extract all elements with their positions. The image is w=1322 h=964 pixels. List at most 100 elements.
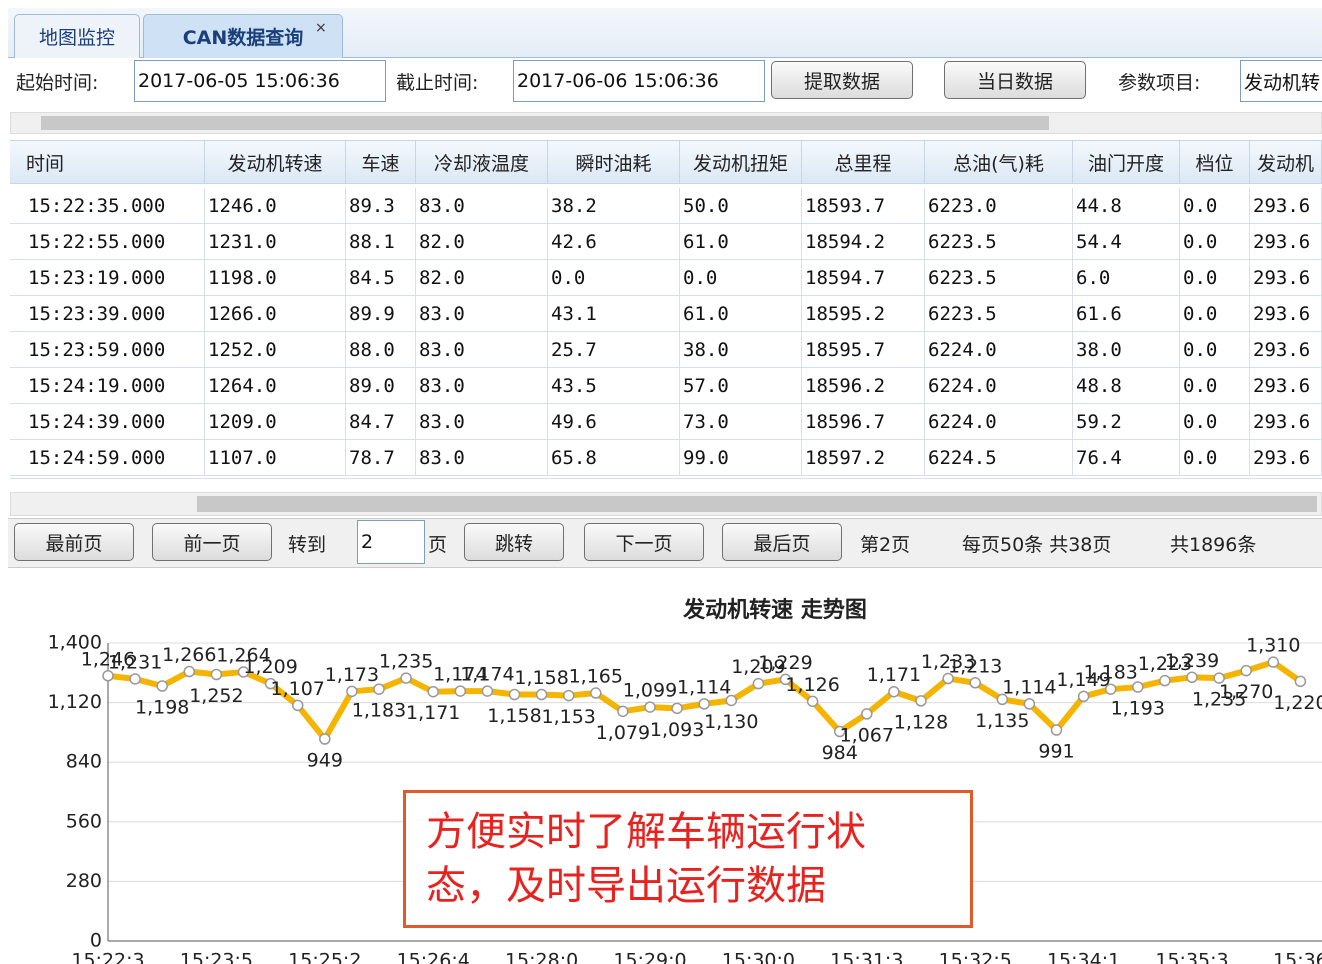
table-cell: 15:24:59.000 bbox=[10, 440, 205, 476]
button[interactable]: 当日数据 bbox=[944, 61, 1086, 99]
column-header: 总油(气)耗 bbox=[925, 141, 1073, 183]
point bbox=[1267, 656, 1280, 668]
tab-active[interactable]: CAN数据查询 bbox=[143, 14, 343, 58]
data-label: 1,209 bbox=[243, 656, 297, 678]
button[interactable]: 最前页 bbox=[14, 523, 134, 561]
point bbox=[698, 698, 710, 710]
table-cell: 65.8 bbox=[548, 440, 680, 476]
column-header: 油门开度 bbox=[1073, 141, 1180, 183]
data-label: 1,264 bbox=[216, 644, 270, 666]
data-label: 1,114 bbox=[677, 676, 731, 698]
table-cell: 1209.0 bbox=[205, 404, 346, 440]
label: 参数项目: bbox=[1118, 72, 1201, 94]
table-cell: 78.7 bbox=[346, 440, 416, 476]
table-cell: 38.2 bbox=[548, 188, 680, 224]
data-label: 991 bbox=[1038, 741, 1074, 763]
table-cell: 0.0 bbox=[1180, 332, 1250, 368]
button[interactable]: 提取数据 bbox=[771, 61, 913, 99]
table-cell: 0.0 bbox=[1180, 404, 1250, 440]
table-cell: 61.0 bbox=[680, 224, 802, 260]
point bbox=[454, 685, 467, 697]
point bbox=[535, 688, 548, 701]
point bbox=[969, 677, 981, 689]
table-cell: 83.0 bbox=[416, 296, 548, 332]
data-label: 1,270 bbox=[1219, 681, 1273, 703]
table-cell: 0.0 bbox=[1180, 296, 1250, 332]
x-tick-label: 15:26:4 bbox=[397, 950, 470, 964]
table-cell: 0.0 bbox=[1180, 260, 1250, 296]
data-label: 1,213 bbox=[948, 655, 1002, 677]
table-cell: 82.0 bbox=[416, 260, 548, 296]
column-header: 发动机转速 bbox=[205, 141, 346, 183]
param-select[interactable]: 发动机转 bbox=[1240, 60, 1322, 102]
data-label: 1,130 bbox=[704, 711, 758, 733]
table-cell: 18597.2 bbox=[802, 440, 925, 476]
point bbox=[319, 733, 331, 745]
data-label: 1,246 bbox=[81, 648, 135, 670]
point bbox=[264, 677, 277, 690]
table-cell: 15:23:59.000 bbox=[10, 332, 205, 368]
point bbox=[1077, 690, 1090, 703]
point bbox=[1213, 672, 1225, 684]
data-label: 1,239 bbox=[1165, 650, 1219, 672]
data-label: 1,229 bbox=[758, 652, 812, 674]
table-cell: 6224.0 bbox=[925, 368, 1073, 404]
data-label: 1,235 bbox=[379, 651, 433, 673]
table-cell: 6223.5 bbox=[925, 260, 1073, 296]
button[interactable]: 最后页 bbox=[722, 523, 842, 561]
label: 截止时间: bbox=[396, 72, 479, 94]
end-input[interactable]: 2017-06-06 15:06:36 bbox=[513, 60, 765, 102]
data-label: 1,252 bbox=[189, 685, 243, 707]
data-label: 1,067 bbox=[840, 724, 894, 746]
x-tick-label: 15:34:1 bbox=[1047, 950, 1120, 964]
tab[interactable]: 地图监控 bbox=[14, 14, 140, 58]
y-tick-label: 840 bbox=[66, 751, 102, 773]
data-label: 1,107 bbox=[270, 678, 324, 700]
table-cell: 6.0 bbox=[1073, 260, 1180, 296]
data-label: 1,149 bbox=[1056, 669, 1110, 691]
tab-close[interactable]: × bbox=[315, 20, 327, 36]
scrollbar[interactable] bbox=[10, 492, 1322, 516]
data-label: 1,310 bbox=[1246, 635, 1300, 657]
start-input[interactable]: 2017-06-05 15:06:36 bbox=[134, 60, 386, 102]
data-label: 1,266 bbox=[162, 644, 216, 666]
button[interactable]: 跳转 bbox=[464, 523, 564, 561]
point bbox=[1023, 698, 1036, 710]
table-cell: 293.6 bbox=[1250, 260, 1322, 296]
y-tick-label: 280 bbox=[66, 870, 102, 892]
table-cell: 59.2 bbox=[1073, 404, 1180, 440]
scrollbar[interactable] bbox=[10, 112, 1322, 134]
button[interactable]: 前一页 bbox=[152, 523, 272, 561]
data-label: 1,128 bbox=[894, 711, 948, 733]
x-tick-label: 15:28:0 bbox=[505, 950, 578, 964]
point bbox=[562, 689, 575, 702]
button[interactable]: 下一页 bbox=[584, 523, 704, 561]
data-label: 1,126 bbox=[785, 674, 839, 696]
table-cell: 18596.2 bbox=[802, 368, 925, 404]
point bbox=[942, 672, 954, 685]
table-cell: 6223.0 bbox=[925, 188, 1073, 224]
column-header: 冷却液温度 bbox=[416, 141, 548, 183]
x-tick-label: 15:29:0 bbox=[613, 950, 686, 964]
table-cell: 0.0 bbox=[1180, 440, 1250, 476]
scroll-thumb[interactable] bbox=[197, 496, 1317, 512]
table-cell: 293.6 bbox=[1250, 224, 1322, 260]
page-input[interactable]: 2 bbox=[357, 520, 425, 564]
table-cell: 88.0 bbox=[346, 332, 416, 368]
table-cell: 6224.5 bbox=[925, 440, 1073, 476]
table-cell: 84.7 bbox=[346, 404, 416, 440]
table-cell: 293.6 bbox=[1250, 440, 1322, 476]
table-cell: 42.6 bbox=[548, 224, 680, 260]
table-cell: 18594.7 bbox=[802, 260, 925, 296]
scroll-thumb[interactable] bbox=[41, 116, 1049, 130]
table-cell: 18596.7 bbox=[802, 404, 925, 440]
data-label: 1,220 bbox=[1273, 692, 1322, 714]
table-cell: 99.0 bbox=[680, 440, 802, 476]
point bbox=[210, 668, 223, 681]
x-tick-label: 15:32:5 bbox=[939, 950, 1012, 964]
data-label: 1,174 bbox=[433, 664, 487, 686]
point bbox=[861, 708, 873, 720]
column-header: 档位 bbox=[1180, 141, 1250, 183]
table-cell: 1252.0 bbox=[205, 332, 346, 368]
point bbox=[590, 687, 602, 699]
